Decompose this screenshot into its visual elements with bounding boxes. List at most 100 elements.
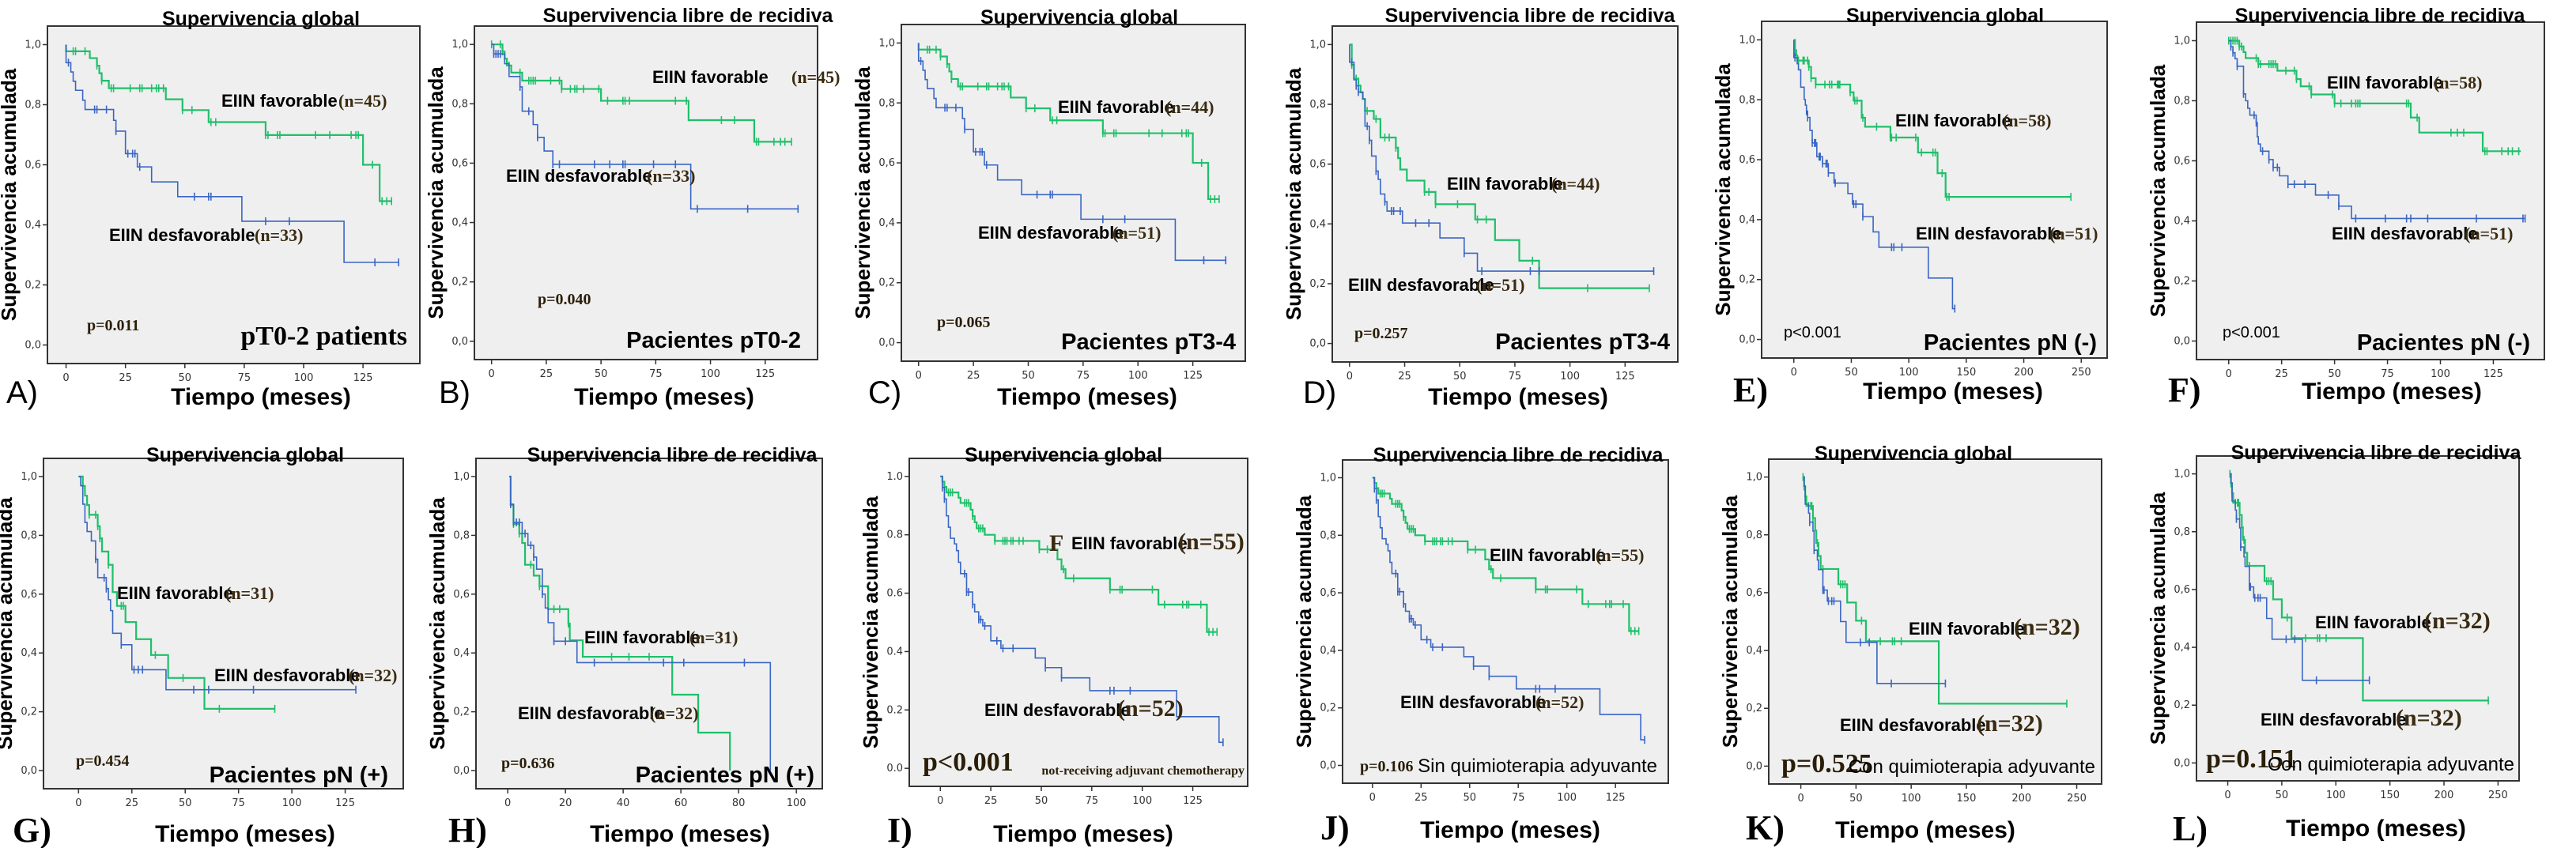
chart-title: Supervivencia libre de recidiva: [543, 5, 834, 27]
plot-area: [1331, 25, 1679, 363]
y-tick-label: 0,6: [25, 159, 41, 171]
p-value: p=0.525: [1781, 749, 1872, 778]
cohort-label: Pacientes pT0-2: [626, 328, 801, 353]
y-tick-label: 0,0: [1309, 338, 1326, 350]
legend-label-favorable: EIIN favorable: [221, 91, 338, 111]
cohort-label: Pacientes pN (+): [210, 763, 388, 788]
y-tick-label: 0,4: [453, 647, 470, 659]
x-tick-label: 150: [1957, 793, 1977, 805]
y-tick-label: 0,6: [451, 157, 468, 169]
y-tick-label: 0,6: [1309, 159, 1326, 171]
legend-n-favorable: (n=58): [2434, 73, 2482, 92]
x-tick-label: 50: [1463, 792, 1476, 804]
x-axis-label: Tiempo (meses): [590, 821, 770, 847]
km-curve-desfavorable: [491, 43, 799, 210]
x-tick-label: 80: [732, 797, 746, 809]
x-tick-label: 75: [649, 368, 663, 380]
y-tick-label: 0,4: [1309, 218, 1326, 230]
panel-letter: F): [2168, 371, 2201, 409]
chart-title: Supervivencia libre de recidiva: [1373, 444, 1664, 466]
legend-label-favorable: EIIN favorable: [1895, 111, 2011, 130]
x-tick-label: 50: [1845, 367, 1858, 379]
legend-label-favorable: EIIN favorable: [1058, 97, 1174, 117]
chart-title: Supervivencia global: [980, 6, 1178, 28]
x-tick-label: 100: [1560, 371, 1580, 383]
x-tick-label: 0: [489, 368, 495, 380]
y-tick-label: 0,8: [25, 99, 41, 111]
y-tick-label: 0,6: [2174, 155, 2190, 167]
km-panel-g: Supervivencia global 0,0 0,2 0,4 0,6 0,8 1,0 0 2…: [0, 444, 404, 848]
y-tick-label: 0,4: [2174, 642, 2190, 654]
legend-label-favorable: EIIN favorable: [1909, 619, 2025, 639]
legend-n-favorable: (n=44): [1551, 174, 1600, 194]
x-tick-label: 0: [1791, 367, 1797, 379]
legend-n-favorable: (n=45): [791, 67, 840, 87]
x-tick-label: 25: [126, 797, 139, 809]
km-panel-b: Supervivencia libre de recidiva 0,0 0,2 0,4…: [424, 5, 840, 410]
km-panel-l: Supervivencia libre de recidiva 0,0 0,2 0,4…: [2146, 442, 2522, 848]
plot-area: [2196, 21, 2545, 360]
x-tick-label: 0: [1369, 792, 1376, 804]
x-axis-label: Tiempo (meses): [1420, 817, 1600, 843]
panel-letter: B): [439, 375, 470, 410]
legend-label-desfavorable: EIIN desfavorable: [984, 700, 1131, 720]
y-tick-label: 0.6: [886, 588, 903, 600]
legend-n-desfavorable: (n=51): [2049, 224, 2098, 243]
panel-letter: E): [1733, 371, 1768, 409]
y-tick-label: 0,6: [1746, 587, 1762, 599]
x-tick-label: 125: [2483, 368, 2503, 380]
x-tick-label: 100: [282, 797, 302, 809]
legend-label-favorable: EIIN favorable: [2315, 612, 2431, 632]
cohort-label: Pacientes pN (+): [636, 763, 814, 788]
panel-letter: H): [448, 811, 487, 848]
chart-title: Supervivencia global: [965, 444, 1162, 466]
plot-area: [1761, 21, 2108, 359]
panel-letter: G): [13, 811, 51, 848]
x-tick-label: 75: [1512, 792, 1525, 804]
y-axis-label: Supervivencia acumulada: [1711, 63, 1735, 316]
plot-area: [47, 25, 421, 364]
plot-area: [475, 458, 823, 790]
x-tick-label: 200: [2014, 367, 2034, 379]
legend-label-favorable: EIIN favorable: [1447, 174, 1563, 194]
km-curve-desfavorable: [940, 476, 1223, 744]
x-tick-label: 0: [937, 795, 943, 807]
y-tick-label: 0,2: [1746, 703, 1762, 714]
y-axis-label: Supervivencia acumulada: [859, 496, 882, 748]
y-tick-label: 0,2: [2174, 699, 2190, 711]
x-tick-label: 0: [2224, 790, 2230, 801]
km-panel-d: Supervivencia libre de recidiva 0,0 0,2 0,4…: [1282, 5, 1679, 410]
panel-letter: L): [2173, 809, 2208, 848]
p-value: p<0.001: [923, 748, 1014, 777]
cohort-label: Pacientes pT3-4: [1495, 330, 1670, 355]
km-curve-desfavorable: [2228, 40, 2525, 220]
x-tick-label: 25: [2275, 368, 2288, 380]
y-tick-label: 0,2: [453, 707, 470, 718]
y-tick-label: 1,0: [21, 471, 37, 483]
y-tick-label: 0,8: [1320, 530, 1336, 541]
x-tick-label: 20: [559, 797, 572, 809]
legend-label-desfavorable: EIIN desfavorable: [2261, 710, 2407, 729]
y-tick-label: 0,2: [1309, 278, 1326, 290]
y-tick-label: 0,4: [2174, 216, 2190, 228]
km-curve-desfavorable: [78, 476, 357, 691]
y-axis-label: Supervivencia acumulada: [851, 66, 874, 319]
x-tick-label: 250: [2067, 793, 2087, 805]
y-axis-label: Supervivencia acumulada: [0, 497, 17, 750]
legend-n-desfavorable: (n=33): [647, 166, 695, 186]
y-tick-label: 1,0: [451, 39, 468, 51]
km-panel-h: Supervivencia libre de recidiva 0,0 0,2 0,4…: [425, 444, 823, 848]
km-panel-i: Supervivencia global 0.0 0.2 0.4 0.6 0.8 1.0 0 2…: [859, 444, 1248, 848]
chart-title: Supervivencia libre de recidiva: [2231, 442, 2522, 464]
x-tick-label: 125: [1183, 795, 1203, 807]
y-axis-label: Supervivencia acumulada: [1292, 495, 1316, 748]
y-tick-label: 0.4: [886, 646, 903, 658]
y-tick-label: 0,0: [2174, 336, 2190, 348]
km-curve-desfavorable: [917, 43, 1226, 262]
y-tick-label: 0,2: [1320, 703, 1336, 714]
y-tick-label: 0,0: [21, 765, 37, 777]
legend-label-desfavorable: EIIN desfavorable: [109, 225, 255, 245]
cohort-label: Pacientes pN (-): [2357, 330, 2530, 356]
chart-title: Supervivencia libre de recidiva: [1385, 5, 1676, 27]
x-axis-label: Tiempo (meses): [1835, 817, 2015, 843]
